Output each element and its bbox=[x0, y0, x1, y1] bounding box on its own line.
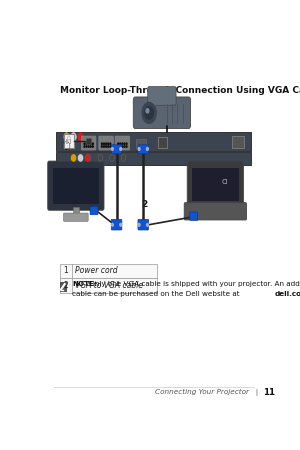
Circle shape bbox=[124, 143, 125, 144]
Circle shape bbox=[120, 143, 121, 144]
Circle shape bbox=[86, 146, 87, 147]
FancyBboxPatch shape bbox=[138, 145, 148, 154]
Text: 1: 1 bbox=[134, 150, 140, 159]
Circle shape bbox=[92, 143, 93, 144]
FancyBboxPatch shape bbox=[64, 213, 88, 221]
FancyBboxPatch shape bbox=[48, 161, 104, 210]
Text: NOTE:: NOTE: bbox=[72, 281, 97, 287]
Circle shape bbox=[86, 154, 91, 162]
Circle shape bbox=[122, 143, 123, 144]
Text: 11: 11 bbox=[263, 388, 275, 397]
Text: Only one VGA cable is shipped with your projector. An additional VGA: Only one VGA cable is shipped with your … bbox=[87, 281, 300, 287]
Circle shape bbox=[78, 133, 83, 141]
Circle shape bbox=[145, 107, 153, 119]
Circle shape bbox=[103, 146, 104, 147]
Circle shape bbox=[108, 146, 109, 147]
Circle shape bbox=[138, 148, 140, 150]
Bar bbox=[136, 139, 146, 148]
Circle shape bbox=[126, 143, 127, 144]
Circle shape bbox=[120, 146, 121, 147]
FancyBboxPatch shape bbox=[111, 219, 122, 230]
FancyBboxPatch shape bbox=[187, 161, 244, 207]
Bar bbox=[56, 132, 251, 151]
Circle shape bbox=[71, 133, 76, 141]
Circle shape bbox=[68, 136, 70, 140]
Bar bbox=[86, 138, 91, 144]
Bar bbox=[232, 136, 244, 148]
Circle shape bbox=[118, 146, 119, 147]
FancyBboxPatch shape bbox=[90, 207, 98, 215]
Bar bbox=[64, 135, 74, 148]
FancyBboxPatch shape bbox=[184, 202, 247, 220]
Circle shape bbox=[121, 154, 126, 162]
Bar bbox=[70, 139, 71, 144]
Circle shape bbox=[142, 103, 156, 123]
FancyBboxPatch shape bbox=[99, 136, 113, 150]
Circle shape bbox=[86, 143, 87, 144]
Circle shape bbox=[85, 155, 90, 161]
Text: ᗡ: ᗡ bbox=[222, 179, 227, 185]
Bar bbox=[158, 137, 167, 148]
Circle shape bbox=[84, 143, 85, 144]
Circle shape bbox=[90, 143, 91, 144]
Circle shape bbox=[78, 155, 82, 161]
Circle shape bbox=[146, 148, 148, 150]
Text: Monitor Loop-Through Connection Using VGA Cables: Monitor Loop-Through Connection Using VG… bbox=[60, 86, 300, 95]
Circle shape bbox=[88, 146, 89, 147]
Circle shape bbox=[101, 143, 102, 144]
Text: 2: 2 bbox=[94, 200, 100, 209]
Bar bbox=[60, 282, 67, 292]
Bar bbox=[192, 168, 238, 201]
Text: 2: 2 bbox=[141, 200, 147, 209]
Circle shape bbox=[111, 148, 113, 150]
Bar bbox=[60, 264, 157, 278]
Circle shape bbox=[92, 146, 93, 147]
Text: Power cord: Power cord bbox=[75, 266, 118, 275]
Bar bbox=[66, 139, 68, 144]
Bar bbox=[60, 278, 157, 293]
FancyBboxPatch shape bbox=[133, 97, 190, 129]
FancyBboxPatch shape bbox=[148, 86, 176, 105]
FancyBboxPatch shape bbox=[115, 136, 130, 150]
Text: dell.com: dell.com bbox=[275, 291, 300, 297]
Bar bbox=[73, 207, 79, 216]
Circle shape bbox=[88, 143, 89, 144]
Circle shape bbox=[120, 224, 122, 226]
Circle shape bbox=[101, 146, 102, 147]
Text: 2: 2 bbox=[63, 281, 68, 290]
Circle shape bbox=[108, 143, 109, 144]
Bar bbox=[52, 168, 99, 204]
Text: VGA to VGA cable: VGA to VGA cable bbox=[75, 281, 143, 290]
Circle shape bbox=[146, 224, 148, 226]
Circle shape bbox=[138, 224, 140, 226]
Circle shape bbox=[110, 146, 111, 147]
Circle shape bbox=[103, 143, 104, 144]
Circle shape bbox=[110, 154, 114, 162]
Circle shape bbox=[71, 155, 76, 161]
Circle shape bbox=[98, 154, 103, 162]
Circle shape bbox=[63, 141, 70, 151]
Circle shape bbox=[120, 148, 122, 150]
Circle shape bbox=[84, 146, 85, 147]
Text: Connecting Your Projector   |: Connecting Your Projector | bbox=[155, 389, 263, 396]
Bar bbox=[56, 152, 251, 165]
Circle shape bbox=[146, 109, 149, 113]
Text: 1: 1 bbox=[63, 266, 68, 275]
Text: cable can be purchased on the Dell website at: cable can be purchased on the Dell websi… bbox=[72, 291, 242, 297]
Circle shape bbox=[122, 146, 123, 147]
Circle shape bbox=[126, 146, 127, 147]
Circle shape bbox=[64, 133, 69, 141]
Circle shape bbox=[124, 146, 125, 147]
Circle shape bbox=[118, 143, 119, 144]
FancyBboxPatch shape bbox=[190, 212, 198, 220]
FancyBboxPatch shape bbox=[111, 145, 122, 154]
FancyBboxPatch shape bbox=[138, 219, 148, 230]
FancyBboxPatch shape bbox=[81, 136, 96, 150]
Circle shape bbox=[90, 146, 91, 147]
Circle shape bbox=[110, 143, 111, 144]
Circle shape bbox=[111, 224, 113, 226]
